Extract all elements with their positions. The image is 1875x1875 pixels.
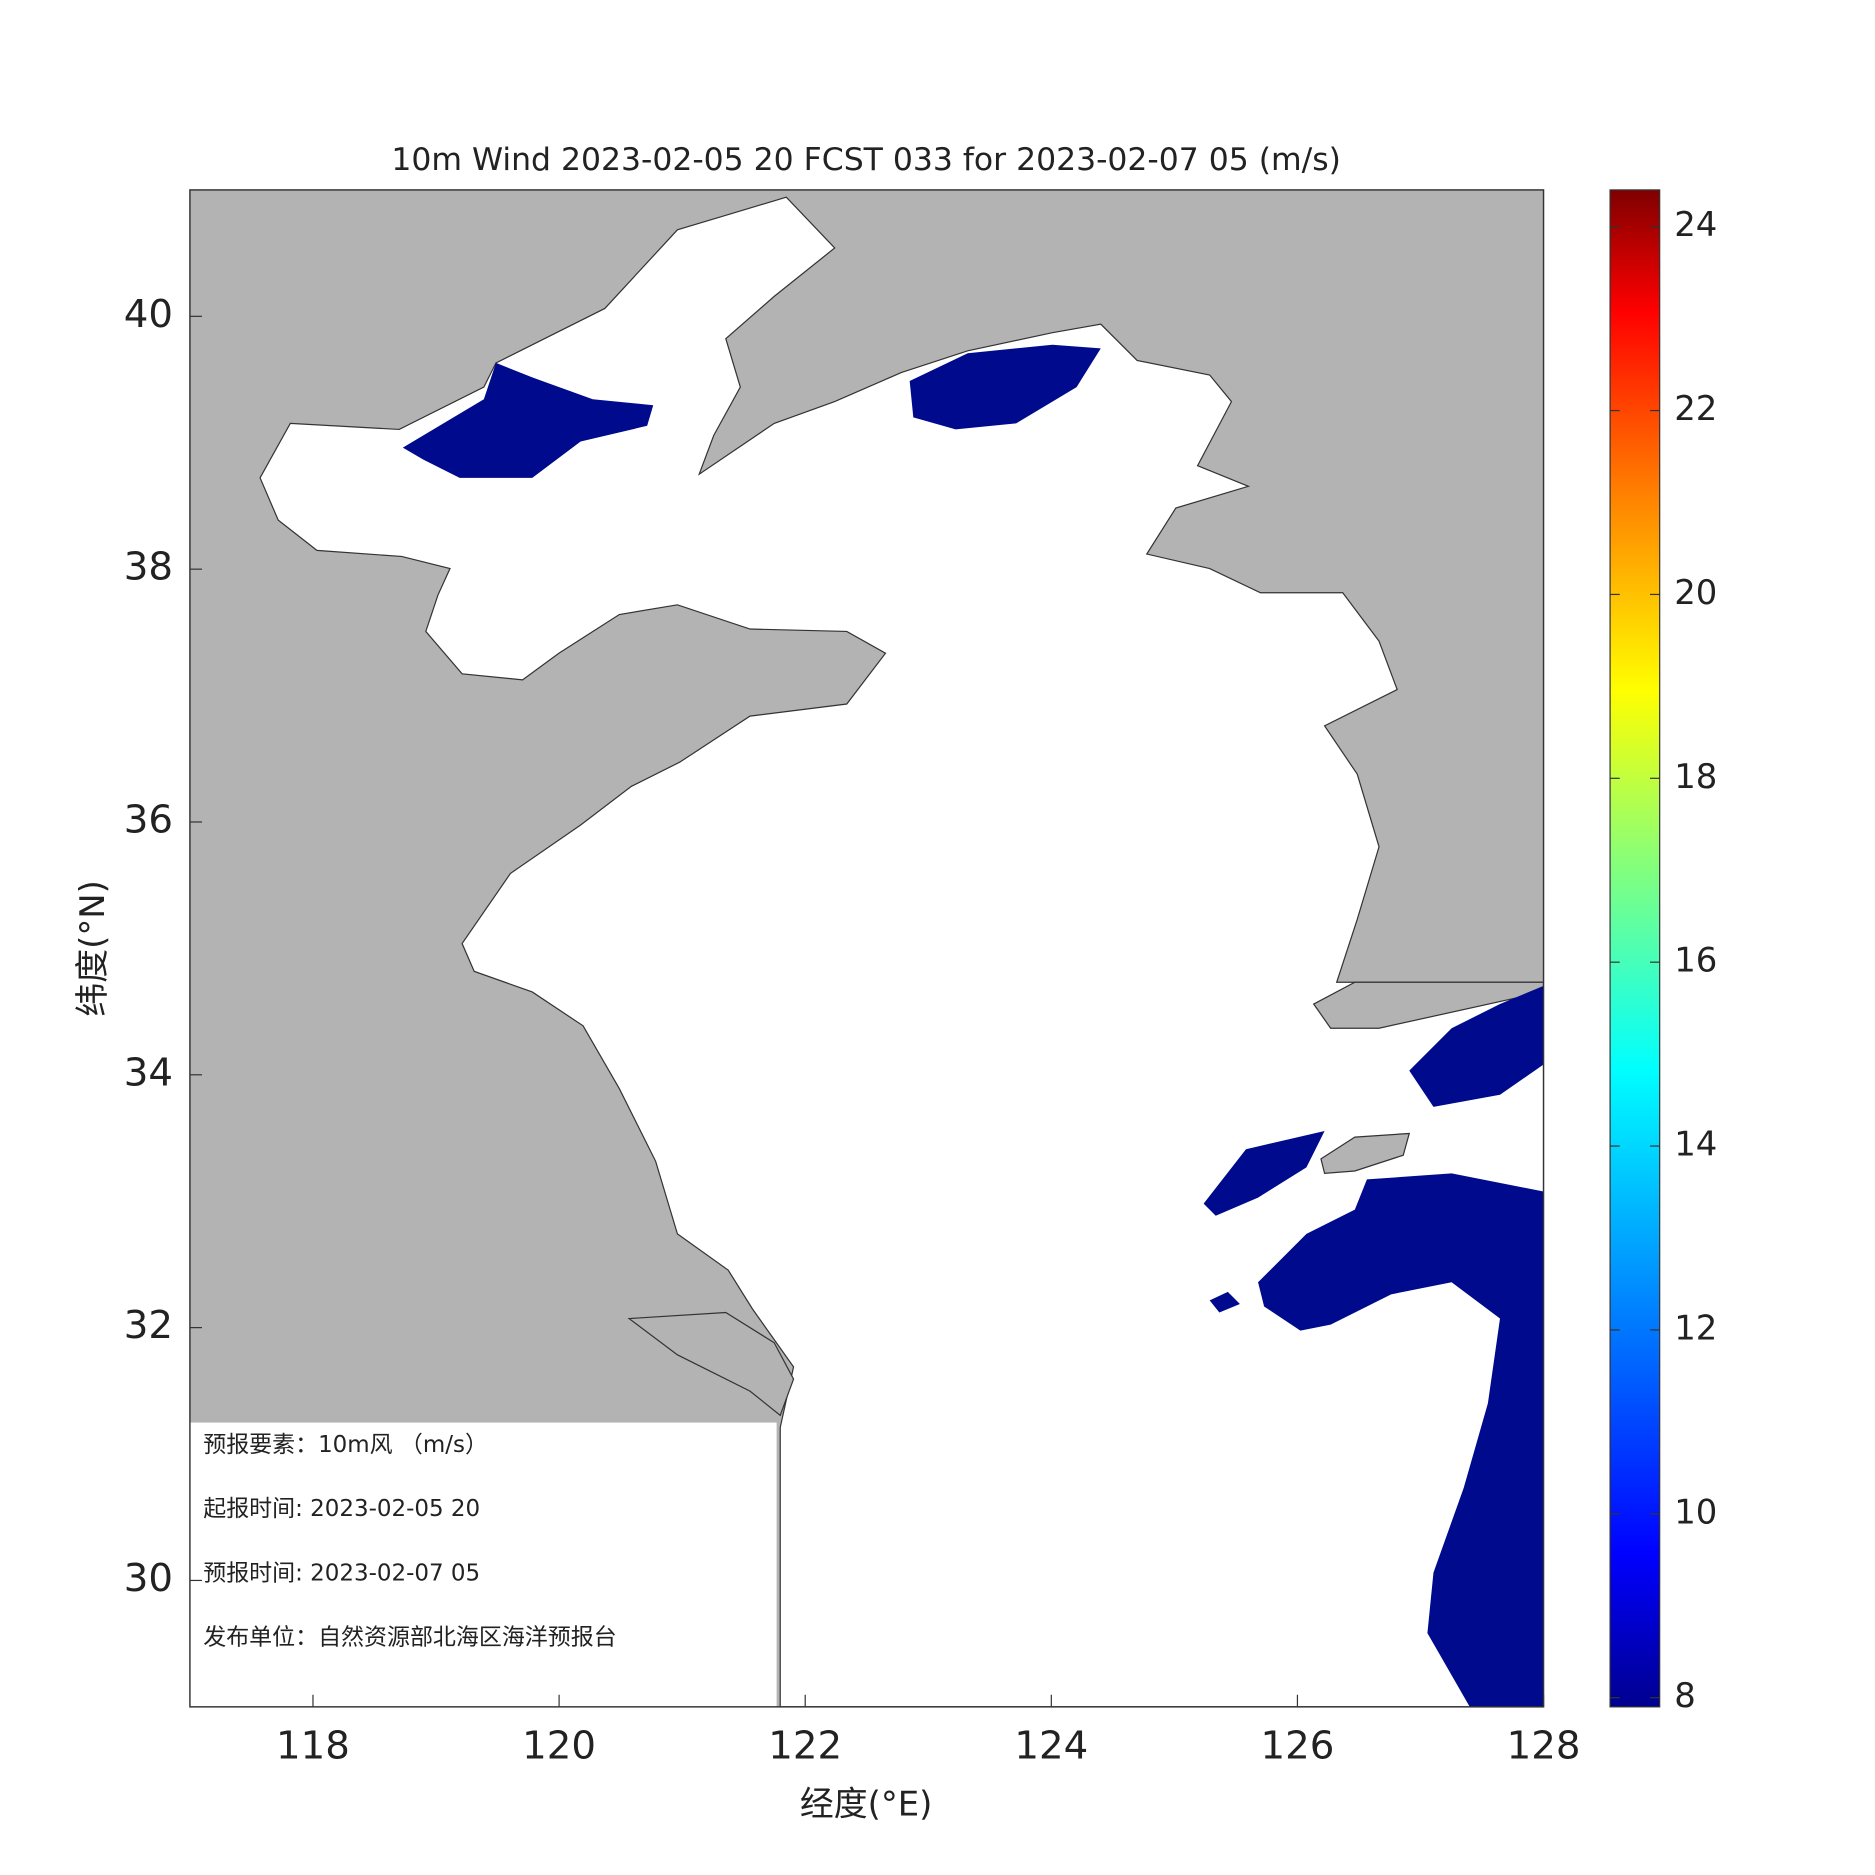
y-tick-label: 40 [124,292,173,337]
contour [1409,985,1544,1107]
info-line: 发布单位：自然资源部北海区海洋预报台 [203,1624,616,1650]
island [1320,1132,1411,1175]
y-tick-label: 36 [124,797,173,842]
plot-frame [189,189,1545,1708]
colorbar-tick-label: 24 [1674,205,1717,244]
colorbar [1609,189,1661,1708]
colorbar-tick-label: 10 [1674,1492,1717,1531]
x-tick-label: 124 [1014,1723,1088,1768]
x-axis-label: 经度(°E) [800,1785,932,1824]
info-line: 预报要素：10m风 （m/s） [203,1432,488,1458]
colorbar-tick-label: 14 [1674,1125,1717,1164]
contour [402,362,654,478]
colorbar-tick-label: 12 [1674,1308,1717,1347]
y-tick-label: 38 [124,545,173,590]
estuary-land [627,1311,795,1417]
x-tick-label: 118 [276,1723,350,1768]
colorbar-tick-label: 16 [1674,941,1717,980]
map-area [189,189,1544,1707]
info-box [189,1422,777,1707]
x-tick-label: 122 [768,1723,842,1768]
contour [1209,1291,1240,1313]
x-tick-label: 126 [1261,1723,1335,1768]
colorbar-tick-label: 8 [1674,1676,1696,1715]
y-tick-label: 34 [124,1050,173,1095]
info-line: 起报时间: 2023-02-05 20 [203,1496,480,1522]
y-tick-label: 30 [124,1556,173,1601]
contour [909,344,1101,430]
info-line: 预报时间: 2023-02-07 05 [203,1560,480,1586]
x-tick-label: 120 [522,1723,596,1768]
contour [1203,1131,1325,1216]
contour [1258,1173,1544,1707]
x-tick-label: 128 [1507,1723,1581,1768]
colorbar-tick-label: 22 [1674,389,1717,428]
sea [259,196,1544,1707]
y-tick-label: 32 [124,1303,173,1348]
colorbar-tick-label: 20 [1674,573,1717,612]
colorbar-tick-label: 18 [1674,757,1717,796]
y-axis-label: 纬度(°N) [73,880,112,1016]
title: 10m Wind 2023-02-05 20 FCST 033 for 2023… [391,142,1341,178]
island [1312,981,1544,1029]
